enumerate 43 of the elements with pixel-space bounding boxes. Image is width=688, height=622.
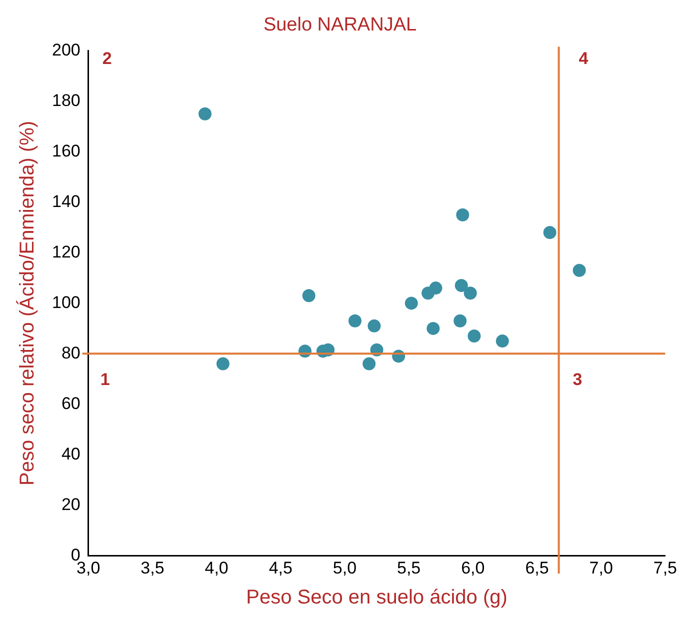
point xyxy=(543,226,556,240)
y-tick-label: 40 xyxy=(61,444,80,464)
x-tick-label: 7,0 xyxy=(589,558,613,578)
y-tick-label: 140 xyxy=(52,192,80,211)
point xyxy=(456,208,470,222)
y-tick-label: 120 xyxy=(52,242,80,262)
point xyxy=(572,264,586,277)
x-axis-title: Peso Seco en suelo ácido (g) xyxy=(246,586,508,609)
point xyxy=(429,282,442,295)
y-tick-label: 200 xyxy=(52,40,80,60)
x-tick-label: 6,0 xyxy=(461,558,485,578)
x-tick-label: 7,5 xyxy=(653,558,678,578)
point xyxy=(468,330,481,343)
annotation: 1 xyxy=(100,370,110,389)
y-tick-label: 100 xyxy=(52,292,80,312)
y-tick-label: 20 xyxy=(61,494,80,514)
point xyxy=(216,357,230,370)
point xyxy=(454,279,468,292)
x-tick-label: 4,0 xyxy=(204,558,228,578)
annotation: 4 xyxy=(578,48,589,68)
annotation: 2 xyxy=(102,48,112,68)
chart-title: Suelo NARANJAL xyxy=(263,14,417,36)
point xyxy=(454,314,467,328)
point xyxy=(348,314,362,328)
x-tick-label: 5,0 xyxy=(332,558,357,578)
y-tick-label: 80 xyxy=(61,343,80,362)
x-tick-label: 6,5 xyxy=(525,558,549,578)
point xyxy=(496,334,509,348)
x-tick-label: 5,5 xyxy=(397,558,421,578)
point xyxy=(362,357,376,370)
y-tick-label: 60 xyxy=(61,394,80,413)
point xyxy=(404,296,418,310)
x-tick-label: 3,5 xyxy=(140,558,164,578)
point xyxy=(464,286,477,300)
y-axis-title: Peso seco relativo (Ácido/Enmienda) (%) xyxy=(16,120,39,486)
point xyxy=(368,319,381,332)
point xyxy=(198,107,212,120)
point xyxy=(426,322,440,335)
y-tick-label: 160 xyxy=(52,141,80,160)
point xyxy=(302,289,316,302)
x-tick-label: 4,5 xyxy=(268,558,292,578)
annotation: 3 xyxy=(572,370,582,389)
y-tick-label: 180 xyxy=(52,90,80,110)
